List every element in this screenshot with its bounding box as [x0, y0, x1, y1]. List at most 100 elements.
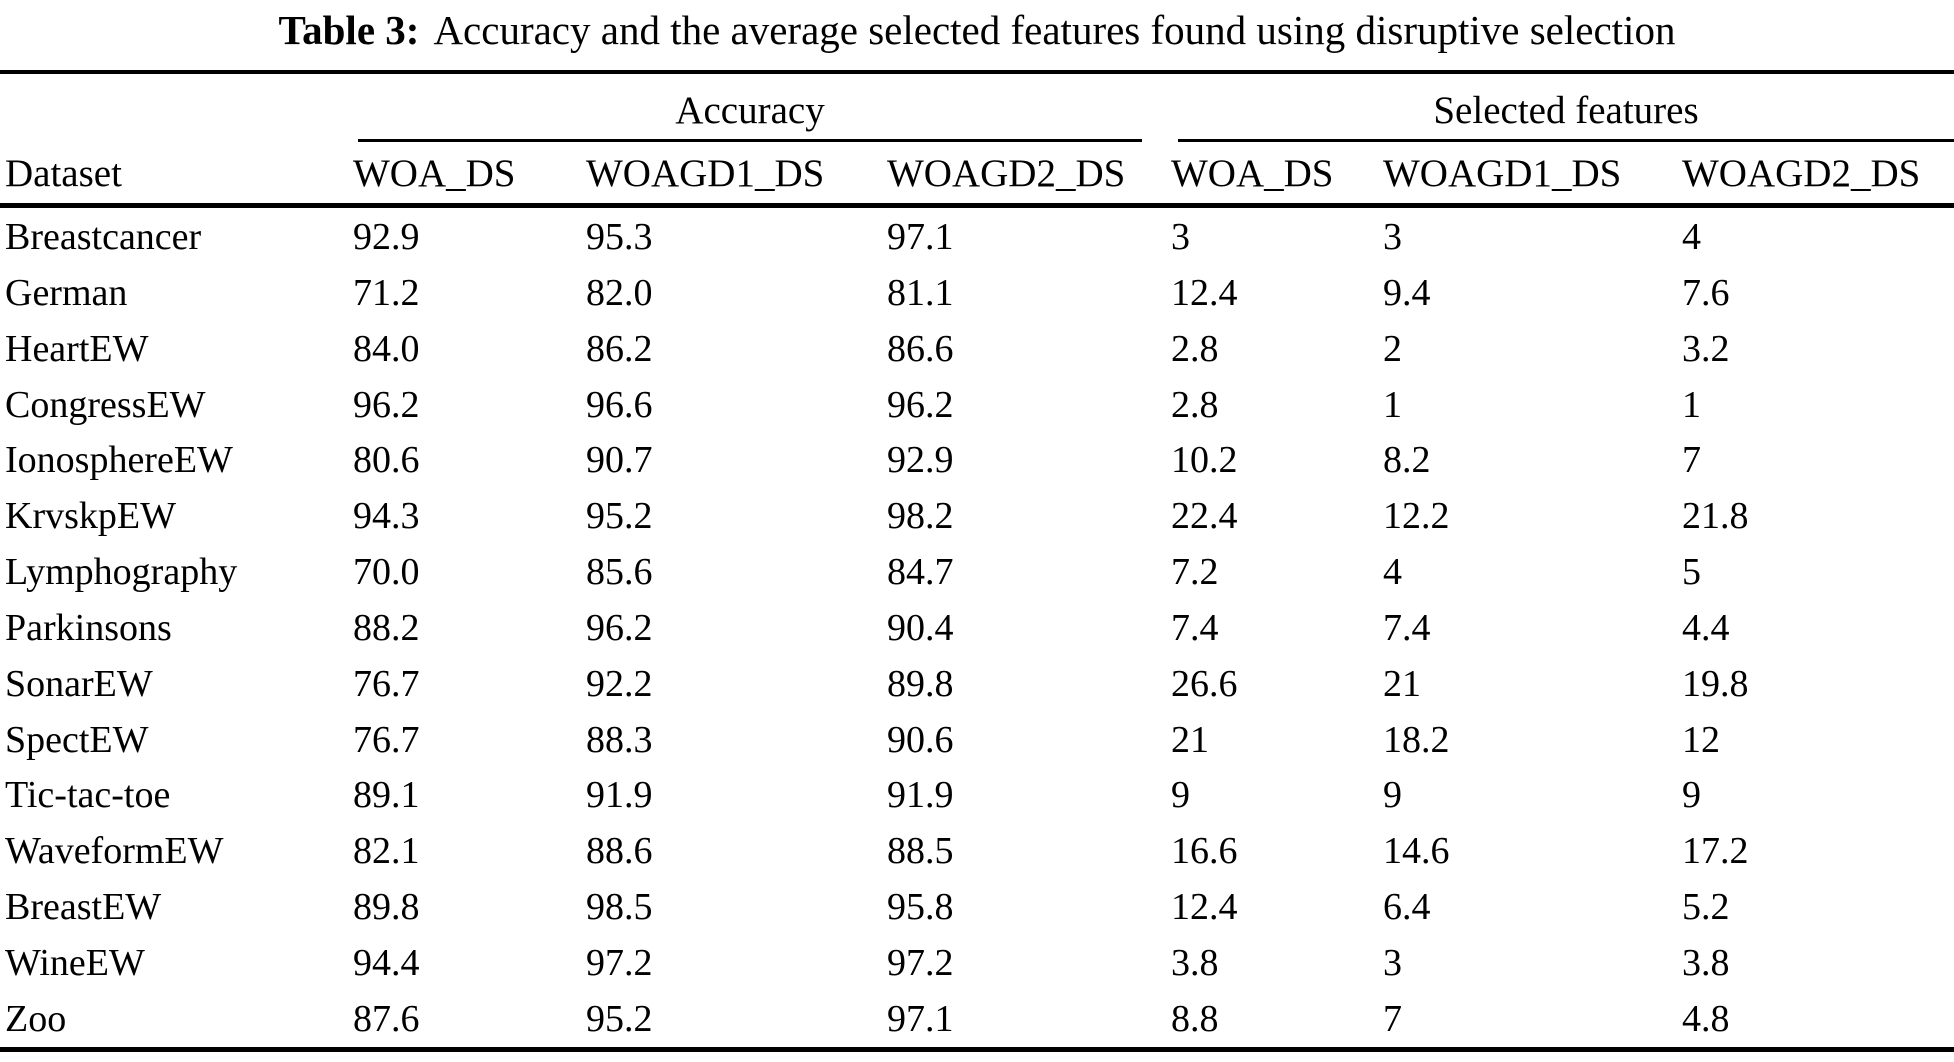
selected-woa-ds-cell: 12.4 — [1171, 886, 1238, 929]
table-row: BreastEW 89.8 98.5 95.8 12.4 6.4 5.2 — [0, 880, 1954, 936]
selected-woagd2-ds-cell: 4 — [1682, 216, 1701, 258]
selected-group-rule — [1178, 139, 1954, 142]
accuracy-group-rule — [358, 139, 1142, 142]
selected-woagd1-ds-cell: 9.4 — [1383, 271, 1431, 314]
selected-woagd1-ds-cell: 21 — [1383, 662, 1421, 705]
table-row: German 71.2 82.0 81.1 12.4 9.4 7.6 — [0, 266, 1954, 322]
selected-woagd1-ds-cell: 18.2 — [1383, 718, 1450, 761]
accuracy-woagd1-ds-cell: 90.7 — [586, 439, 653, 482]
dataset-cell: Breastcancer — [5, 216, 202, 258]
accuracy-woagd2-ds-cell: 97.2 — [887, 941, 954, 984]
accuracy-woagd2-ds-cell: 89.8 — [887, 662, 954, 705]
dataset-cell: CongressEW — [5, 383, 206, 426]
table-row: CongressEW 96.2 96.6 96.2 2.8 1 1 — [0, 378, 1954, 434]
selected-woa-ds-cell: 3.8 — [1171, 941, 1219, 984]
accuracy-woagd2-ds-cell: 86.6 — [887, 327, 954, 370]
selected-woa-ds-cell: 3 — [1171, 216, 1190, 258]
accuracy-woagd2-ds-cell: 97.1 — [887, 216, 954, 258]
table-row: KrvskpEW 94.3 95.2 98.2 22.4 12.2 21.8 — [0, 489, 1954, 545]
accuracy-woagd2-ds-cell: 95.8 — [887, 886, 954, 929]
selected-woagd2-ds-cell: 1 — [1682, 383, 1701, 426]
accuracy-woagd2-ds-cell: 96.2 — [887, 383, 954, 426]
selected-woagd1-ds-cell: 2 — [1383, 327, 1402, 370]
selected-woagd2-ds-cell: 12 — [1682, 718, 1720, 761]
table-body: Breastcancer 92.9 95.3 97.1 3 3 4 German… — [0, 210, 1954, 1048]
selected-woagd1-ds-cell: 6.4 — [1383, 886, 1431, 929]
accuracy-woagd2-ds-cell: 97.1 — [887, 997, 954, 1040]
accuracy-woagd1-ds-cell: 95.2 — [586, 997, 653, 1040]
selected-woagd2-ds-cell: 9 — [1682, 774, 1701, 817]
selected-woa-ds-cell: 26.6 — [1171, 662, 1238, 705]
selected-woa-ds-cell: 22.4 — [1171, 495, 1238, 538]
accuracy-woagd2-ds-cell: 98.2 — [887, 495, 954, 538]
dataset-cell: WineEW — [5, 941, 145, 984]
selected-woagd1-ds-cell: 1 — [1383, 383, 1402, 426]
dataset-cell: BreastEW — [5, 886, 162, 929]
header-sel-woagd1-ds: WOAGD1_DS — [1383, 152, 1622, 195]
selected-woagd2-ds-cell: 5.2 — [1682, 886, 1730, 929]
selected-woa-ds-cell: 10.2 — [1171, 439, 1238, 482]
accuracy-woa-ds-cell: 84.0 — [353, 327, 420, 370]
selected-woa-ds-cell: 7.2 — [1171, 551, 1219, 594]
accuracy-woagd1-ds-cell: 85.6 — [586, 551, 653, 594]
accuracy-woa-ds-cell: 94.4 — [353, 941, 420, 984]
accuracy-woa-ds-cell: 71.2 — [353, 271, 420, 314]
dataset-cell: HeartEW — [5, 327, 149, 370]
table-row: WineEW 94.4 97.2 97.2 3.8 3 3.8 — [0, 936, 1954, 992]
header-acc-woa-ds: WOA_DS — [353, 152, 516, 195]
selected-woa-ds-cell: 8.8 — [1171, 997, 1219, 1040]
selected-woagd1-ds-cell: 4 — [1383, 551, 1402, 594]
dataset-cell: IonosphereEW — [5, 439, 233, 482]
table-row: HeartEW 84.0 86.2 86.6 2.8 2 3.2 — [0, 322, 1954, 378]
accuracy-woagd1-ds-cell: 82.0 — [586, 271, 653, 314]
accuracy-woa-ds-cell: 76.7 — [353, 662, 420, 705]
accuracy-woagd2-ds-cell: 92.9 — [887, 439, 954, 482]
header-dataset: Dataset — [5, 152, 122, 195]
accuracy-woa-ds-cell: 89.8 — [353, 886, 420, 929]
dataset-cell: Zoo — [5, 997, 67, 1040]
selected-woa-ds-cell: 9 — [1171, 774, 1190, 817]
table-caption: Table 3: Accuracy and the average selecte… — [0, 2, 1954, 58]
accuracy-woagd1-ds-cell: 95.3 — [586, 216, 653, 258]
selected-woagd2-ds-cell: 19.8 — [1682, 662, 1749, 705]
header-sel-woa-ds: WOA_DS — [1171, 152, 1334, 195]
selected-woagd1-ds-cell: 9 — [1383, 774, 1402, 817]
selected-woagd2-ds-cell: 3.8 — [1682, 941, 1730, 984]
table-row: Zoo 87.6 95.2 97.1 8.8 7 4.8 — [0, 992, 1954, 1048]
accuracy-woa-ds-cell: 89.1 — [353, 774, 420, 817]
dataset-cell: Tic-tac-toe — [5, 774, 171, 817]
column-header-row: Dataset WOA_DS WOAGD1_DS WOAGD2_DS WOA_D… — [0, 146, 1954, 202]
header-sel-woagd2-ds: WOAGD2_DS — [1682, 152, 1921, 195]
accuracy-woagd2-ds-cell: 81.1 — [887, 271, 954, 314]
selected-woa-ds-cell: 7.4 — [1171, 606, 1219, 649]
table-row: Parkinsons 88.2 96.2 90.4 7.4 7.4 4.4 — [0, 601, 1954, 657]
dataset-cell: SpectEW — [5, 718, 149, 761]
selected-woa-ds-cell: 12.4 — [1171, 271, 1238, 314]
top-rule — [0, 70, 1954, 74]
table-row: WaveformEW 82.1 88.6 88.5 16.6 14.6 17.2 — [0, 824, 1954, 880]
dataset-cell: German — [5, 271, 128, 314]
accuracy-woagd1-ds-cell: 91.9 — [586, 774, 653, 817]
accuracy-woagd1-ds-cell: 95.2 — [586, 495, 653, 538]
selected-woa-ds-cell: 16.6 — [1171, 830, 1238, 873]
accuracy-woagd1-ds-cell: 97.2 — [586, 941, 653, 984]
accuracy-woa-ds-cell: 70.0 — [353, 551, 420, 594]
accuracy-woa-ds-cell: 96.2 — [353, 383, 420, 426]
selected-woagd2-ds-cell: 5 — [1682, 551, 1701, 594]
table-caption-text: Accuracy and the average selected featur… — [433, 7, 1676, 53]
table-row: Lymphography 70.0 85.6 84.7 7.2 4 5 — [0, 545, 1954, 601]
header-rule — [0, 203, 1954, 208]
accuracy-woagd2-ds-cell: 90.4 — [887, 606, 954, 649]
dataset-cell: KrvskpEW — [5, 495, 176, 538]
selected-woagd2-ds-cell: 4.8 — [1682, 997, 1730, 1040]
selected-woagd2-ds-cell: 7 — [1682, 439, 1701, 482]
selected-woagd1-ds-cell: 7.4 — [1383, 606, 1431, 649]
selected-woa-ds-cell: 2.8 — [1171, 383, 1219, 426]
accuracy-woa-ds-cell: 92.9 — [353, 216, 420, 258]
selected-woagd2-ds-cell: 17.2 — [1682, 830, 1749, 873]
selected-woagd1-ds-cell: 3 — [1383, 941, 1402, 984]
accuracy-woagd1-ds-cell: 86.2 — [586, 327, 653, 370]
table-row: SonarEW 76.7 92.2 89.8 26.6 21 19.8 — [0, 657, 1954, 713]
accuracy-woagd2-ds-cell: 84.7 — [887, 551, 954, 594]
